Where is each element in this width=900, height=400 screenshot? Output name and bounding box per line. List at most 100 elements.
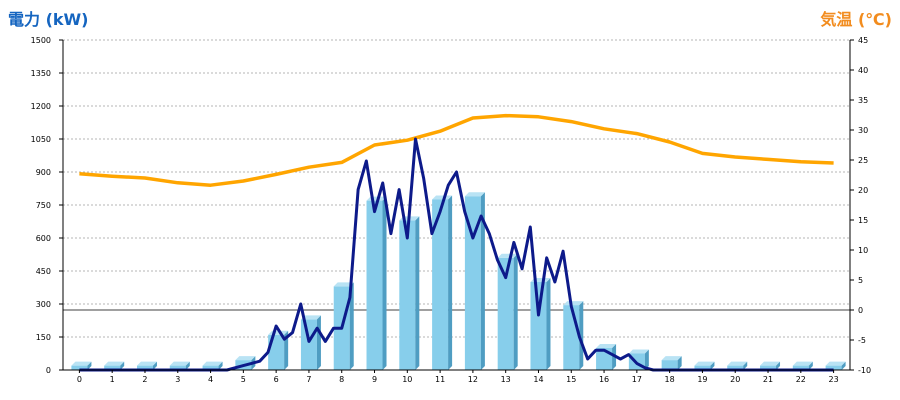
- x-tick-label: 2: [142, 375, 147, 384]
- power-bars: [71, 192, 846, 370]
- power-bar-top: [825, 361, 846, 366]
- grid: [63, 39, 850, 338]
- x-tick-label: 9: [372, 375, 377, 384]
- y2-tick-label: 25: [858, 156, 868, 165]
- y-tick-label: 1350: [31, 69, 51, 78]
- x-tick-label: 12: [468, 375, 478, 384]
- x-tick-label: 16: [599, 375, 609, 384]
- power-bar-side: [513, 253, 518, 370]
- power-bar-side: [218, 361, 223, 370]
- x-tick-label: 6: [274, 375, 279, 384]
- y2-tick-label: 30: [858, 126, 868, 135]
- power-bar-top: [136, 361, 157, 366]
- x-tick-label: 0: [77, 375, 82, 384]
- x-tick-label: 13: [501, 375, 511, 384]
- y-tick-label: 600: [36, 234, 51, 243]
- power-bar-top: [596, 344, 617, 348]
- power-bar-side: [120, 361, 125, 370]
- x-tick-label: 17: [632, 375, 642, 384]
- power-bar-side: [841, 361, 846, 370]
- x-tick-label: 19: [697, 375, 707, 384]
- power-bar-top: [563, 301, 584, 306]
- power-bar-top: [104, 361, 125, 366]
- x-tick-label: 14: [533, 375, 543, 384]
- power-bar-side: [185, 361, 190, 370]
- x-tick-label: 23: [829, 375, 839, 384]
- x-tick-label: 10: [402, 375, 412, 384]
- y-tick-label: 150: [36, 333, 51, 342]
- y-tick-label: 300: [36, 300, 51, 309]
- power-bar-top: [235, 356, 256, 361]
- x-tick-label: 15: [566, 375, 576, 384]
- y-tick-label: 1200: [31, 102, 51, 111]
- power-bar: [497, 257, 514, 370]
- y-tick-label: 450: [36, 267, 51, 276]
- power-bar-side: [448, 195, 453, 370]
- y2-tick-label: 40: [858, 66, 868, 75]
- power-bar: [202, 365, 219, 370]
- power-bar: [694, 365, 711, 370]
- y2-tick-label: -5: [858, 336, 866, 345]
- power-bar: [727, 365, 744, 370]
- x-tick-label: 20: [730, 375, 740, 384]
- power-bar-side: [480, 192, 485, 370]
- power-bar-top: [661, 356, 682, 361]
- power-bar-top: [71, 361, 92, 366]
- power-bar-top: [169, 361, 190, 366]
- power-bar-side: [546, 278, 551, 370]
- power-bar: [661, 360, 678, 370]
- power-bar: [366, 200, 383, 370]
- x-tick-label: 1: [110, 375, 115, 384]
- x-tick-label: 4: [208, 375, 213, 384]
- power-bar-side: [284, 330, 289, 370]
- x-tick-label: 3: [175, 375, 180, 384]
- temperature-line: [79, 113, 834, 187]
- power-bar-top: [792, 361, 813, 366]
- y2-tick-label: 5: [858, 276, 863, 285]
- y-tick-label: 0: [46, 366, 51, 375]
- power-bar: [104, 365, 121, 370]
- x-tick-label: 22: [796, 375, 806, 384]
- power-bar-side: [152, 361, 157, 370]
- power-bar-top: [432, 195, 453, 200]
- power-bar: [432, 199, 449, 370]
- y-tick-label: 900: [36, 168, 51, 177]
- y-tick-label: 1500: [31, 36, 51, 45]
- left-axis-title: 電力 (kW): [8, 10, 89, 29]
- power-bar-side: [808, 361, 813, 370]
- y2-tick-label: 0: [858, 306, 863, 315]
- y-tick-label: 1050: [31, 135, 51, 144]
- x-tick-label: 5: [241, 375, 246, 384]
- power-bar: [530, 282, 547, 370]
- axes: 01503004506007509001050120013501500-10-5…: [31, 36, 871, 384]
- power-bar-side: [87, 361, 92, 370]
- power-bar-top: [333, 282, 354, 287]
- x-tick-label: 8: [339, 375, 344, 384]
- y2-tick-label: 45: [858, 36, 868, 45]
- power-bar-top: [628, 349, 649, 354]
- power-bar: [71, 365, 88, 370]
- power-bar: [399, 220, 416, 370]
- power-bar-side: [349, 282, 354, 370]
- power-bar-top: [300, 315, 321, 320]
- x-tick-label: 11: [435, 375, 445, 384]
- power-bar: [825, 365, 842, 370]
- power-bar-top: [760, 361, 781, 366]
- y2-tick-label: 15: [858, 216, 868, 225]
- power-bar: [464, 196, 481, 370]
- power-bar-side: [776, 361, 781, 370]
- x-tick-label: 21: [763, 375, 773, 384]
- power-bar-side: [644, 349, 649, 370]
- power-bar: [136, 365, 153, 370]
- right-axis-title: 気温 (℃): [820, 10, 892, 29]
- power-bar: [169, 365, 186, 370]
- power-bar: [563, 305, 580, 370]
- power-bar-top: [727, 361, 748, 366]
- power-bar: [760, 365, 777, 370]
- y2-tick-label: 10: [858, 246, 868, 255]
- y2-tick-label: 20: [858, 186, 868, 195]
- power-bar-side: [382, 196, 387, 370]
- power-bar: [792, 365, 809, 370]
- y2-tick-label: 35: [858, 96, 868, 105]
